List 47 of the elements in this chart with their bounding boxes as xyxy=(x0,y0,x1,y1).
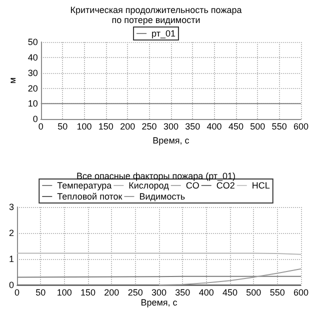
x-tick-label: 350 xyxy=(185,122,200,132)
y-axis-title: м xyxy=(8,77,18,84)
x-axis-title: Время, с xyxy=(140,297,178,308)
x-tick-label: 450 xyxy=(222,288,238,298)
y-tick-label: 50 xyxy=(28,37,38,47)
legend-label: CO xyxy=(186,180,200,190)
y-tick-label: 1 xyxy=(8,254,14,264)
y-tick-label: 30 xyxy=(28,68,38,78)
x-tick-label: 150 xyxy=(80,288,96,298)
x-tick-label: 50 xyxy=(36,288,46,298)
legend-label: CO2 xyxy=(216,180,235,190)
x-tick-label: 450 xyxy=(228,122,244,132)
chart-title: Все опасные факторы пожара (рт_01) xyxy=(76,171,236,181)
x-tick-label: 500 xyxy=(250,122,266,132)
x-tick-label: 100 xyxy=(56,288,72,298)
x-tick-label: 350 xyxy=(175,288,190,298)
x-tick-label: 600 xyxy=(293,288,309,298)
legend-label: Видимость xyxy=(139,192,186,202)
legend-label: HCL xyxy=(252,180,270,190)
x-tick-label: 400 xyxy=(198,288,214,298)
x-tick-label: 200 xyxy=(120,122,136,132)
x-tick-label: 550 xyxy=(272,122,287,132)
y-tick-label: 40 xyxy=(28,52,38,62)
x-tick-label: 50 xyxy=(58,122,68,132)
x-tick-label: 150 xyxy=(98,122,114,132)
legend-label: Кислород xyxy=(128,180,170,190)
legend-label: Тепловой поток xyxy=(57,192,122,202)
x-tick-label: 550 xyxy=(270,288,285,298)
x-tick-label: 500 xyxy=(246,288,262,298)
y-tick-label: 2 xyxy=(8,228,14,238)
chart-title: Критическая продолжительность пожара по потере видимости xyxy=(70,5,242,25)
legend-label: Температура xyxy=(57,180,112,190)
legend-label: рт_01 xyxy=(152,28,176,38)
y-tick-label: 3 xyxy=(8,202,14,212)
y-tick-label: 0 xyxy=(8,280,14,290)
y-tick-label: 20 xyxy=(28,83,38,94)
x-axis-title: Время, с xyxy=(152,136,190,146)
y-tick-label: 10 xyxy=(28,98,38,109)
x-tick-label: 300 xyxy=(151,288,167,298)
x-tick-label: 400 xyxy=(206,122,222,132)
y-tick-label: 0 xyxy=(32,114,38,124)
x-tick-label: 100 xyxy=(76,122,92,132)
x-tick-label: 300 xyxy=(163,122,178,132)
x-tick-label: 200 xyxy=(104,288,120,298)
x-tick-label: 600 xyxy=(293,122,309,132)
x-tick-label: 250 xyxy=(128,288,143,298)
x-tick-label: 250 xyxy=(142,122,157,132)
